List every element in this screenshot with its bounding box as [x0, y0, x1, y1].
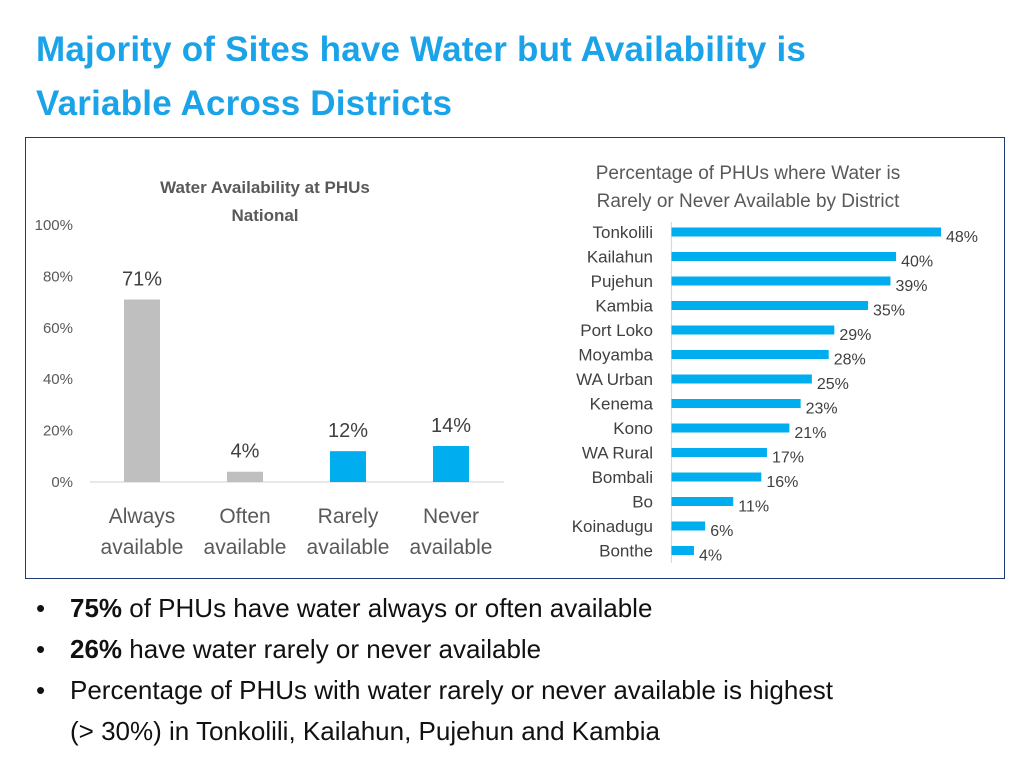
- bullet-dot: •: [36, 675, 46, 705]
- district-data-label: 25%: [817, 376, 849, 393]
- district-chart-title-line-2: Rarely or Never Available by District: [597, 191, 900, 212]
- district-bar-koinadugu: [671, 521, 706, 531]
- bar-rarely-available: [330, 451, 366, 482]
- district-label: Kambia: [595, 297, 653, 316]
- bullet-bold: 75%: [70, 593, 123, 623]
- bullet-item-continuation: (> 30%) in Tonkolili, Kailahun, Pujehun …: [34, 711, 994, 752]
- district-label: Kono: [613, 419, 653, 438]
- district-label: Koinadugu: [572, 517, 653, 536]
- national-chart-title-line-1: Water Availability at PHUs: [160, 178, 370, 197]
- national-water-chart: Water Availability at PHUs National 0% 20…: [35, 178, 504, 559]
- bullet-dot: •: [36, 593, 46, 623]
- district-label: Bonthe: [599, 542, 653, 561]
- chart-frame: Water Availability at PHUs National 0% 20…: [25, 137, 1005, 579]
- bullet-text: Percentage of PHUs with water rarely or …: [70, 675, 834, 705]
- district-bar-tonkolili: [671, 227, 941, 237]
- category-label: Often: [219, 505, 270, 528]
- district-bar-kailahun: [671, 252, 897, 261]
- district-data-label: 4%: [699, 548, 722, 565]
- category-label: Rarely: [318, 505, 379, 528]
- district-label: Port Loko: [580, 321, 653, 340]
- national-category-labels: Always available Often available Rarely avail…: [101, 505, 493, 559]
- data-label: 4%: [231, 441, 260, 463]
- district-label: Bombali: [592, 468, 653, 487]
- y-tick-label: 60%: [43, 320, 73, 337]
- district-data-label: 6%: [710, 523, 733, 540]
- bullet-text: (> 30%) in Tonkolili, Kailahun, Pujehun …: [70, 716, 660, 746]
- charts-svg: Water Availability at PHUs National 0% 20…: [35, 163, 978, 565]
- district-bar-kenema: [671, 399, 801, 408]
- district-data-label: 16%: [766, 474, 798, 491]
- district-label: Tonkolili: [593, 223, 653, 242]
- page-title-line-1: Majority of Sites have Water but Availab…: [36, 30, 807, 69]
- bullet-text: have water rarely or never available: [122, 634, 542, 664]
- district-bars: [671, 227, 941, 555]
- district-label: WA Urban: [576, 370, 653, 389]
- district-bar-kono: [671, 423, 790, 433]
- bullet-bold: 26%: [70, 634, 123, 664]
- district-label: Pujehun: [591, 272, 653, 291]
- category-label: Never: [423, 505, 479, 528]
- district-label: WA Rural: [582, 444, 653, 463]
- district-category-labels: Tonkolili Kailahun Pujehun Kambia Port Loko M…: [572, 223, 654, 561]
- district-label: Moyamba: [578, 346, 653, 365]
- summary-bullets: • 75% of PHUs have water always or often …: [34, 588, 994, 752]
- bullet-dot: •: [36, 634, 46, 664]
- district-bar-bo: [671, 497, 734, 506]
- category-label: available: [410, 536, 493, 559]
- district-data-label: 48%: [946, 229, 978, 246]
- data-label: 71%: [122, 269, 162, 291]
- data-label: 12%: [328, 420, 368, 442]
- page-title-line-2: Variable Across Districts: [36, 84, 453, 123]
- district-label: Bo: [632, 493, 653, 512]
- district-bar-wa-rural: [671, 448, 767, 457]
- national-chart-title-line-2: National: [231, 206, 298, 225]
- bullet-text: of PHUs have water always or often avail…: [122, 593, 653, 623]
- district-data-labels: 48% 40% 39% 35%29% 28% 25% 23% 21% 17% 16% 11% 6% 4%: [699, 229, 978, 565]
- national-data-labels: 71% 4% 12% 14%: [122, 269, 471, 463]
- district-bar-port-loko: [671, 325, 835, 335]
- category-label: Always: [109, 505, 176, 528]
- y-tick-label: 80%: [43, 268, 73, 285]
- district-label: Kailahun: [587, 248, 653, 267]
- district-label: Kenema: [590, 395, 654, 414]
- bar-never-available: [433, 446, 469, 482]
- district-data-label: 17%: [772, 450, 804, 467]
- district-bar-bonthe: [671, 546, 694, 555]
- district-data-label: 11%: [738, 499, 769, 516]
- bullet-item: • 75% of PHUs have water always or often …: [34, 588, 994, 629]
- y-tick-label: 20%: [43, 423, 73, 440]
- district-data-label: 28%: [834, 352, 866, 369]
- district-data-label: 39%: [895, 278, 927, 295]
- district-data-label: 40%: [901, 254, 933, 271]
- data-label: 14%: [431, 415, 471, 437]
- district-bar-moyamba: [671, 350, 829, 359]
- district-bar-bombali: [671, 472, 762, 482]
- y-tick-label: 100%: [35, 217, 73, 234]
- district-water-chart: Percentage of PHUs where Water is Rarely…: [572, 163, 978, 565]
- bar-often-available: [227, 471, 263, 482]
- district-bar-pujehun: [671, 276, 891, 286]
- y-tick-label: 0%: [51, 474, 73, 491]
- bar-always-available: [124, 299, 160, 482]
- district-data-label: 23%: [806, 401, 838, 418]
- district-data-label: 29%: [839, 327, 871, 344]
- category-label: available: [204, 536, 287, 559]
- category-label: available: [307, 536, 390, 559]
- district-chart-title-line-1: Percentage of PHUs where Water is: [596, 163, 900, 184]
- district-bar-kambia: [671, 301, 869, 310]
- bullet-item: • Percentage of PHUs with water rarely or…: [34, 670, 994, 711]
- y-tick-label: 40%: [43, 371, 73, 388]
- bullet-item: • 26% have water rarely or never availabl…: [34, 629, 994, 670]
- district-data-label: 21%: [794, 425, 826, 442]
- district-data-label: 35%: [873, 303, 905, 320]
- district-bar-wa-urban: [671, 374, 812, 384]
- y-axis-ticks: 0% 20% 40% 60% 80% 100%: [35, 217, 73, 491]
- category-label: available: [101, 536, 184, 559]
- national-bars: [124, 299, 469, 482]
